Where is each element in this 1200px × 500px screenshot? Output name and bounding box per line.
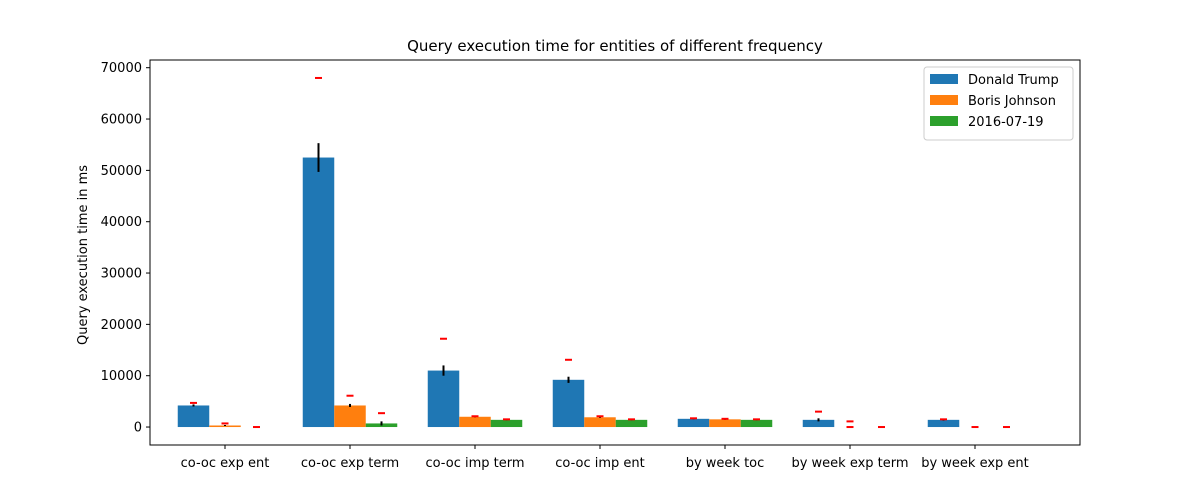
legend: Donald Trump Boris Johnson 2016-07-19 (923, 66, 1074, 141)
bar (209, 425, 241, 428)
bar (677, 418, 710, 428)
y-tick-label: 20000 (101, 318, 142, 333)
y-tick-label: 0 (134, 421, 142, 436)
x-tick-label: by week exp ent (921, 456, 1029, 471)
y-tick-label: 70000 (101, 61, 142, 76)
x-tick-label: co-oc imp term (425, 456, 524, 471)
x-tick-label: co-oc imp ent (555, 456, 645, 471)
legend-swatch (930, 116, 958, 126)
x-tick-label: co-oc exp term (301, 456, 399, 471)
y-tick-label: 10000 (101, 369, 142, 384)
bar (177, 405, 210, 428)
y-tick-label: 40000 (101, 215, 142, 230)
bar (615, 419, 648, 428)
bar (459, 416, 491, 428)
y-axis-label: Query execution time in ms (76, 165, 91, 345)
legend-label: Donald Trump (968, 73, 1059, 88)
x-tick-label: by week toc (686, 456, 765, 471)
bar (552, 379, 585, 428)
bar (709, 419, 741, 428)
bar (427, 370, 460, 428)
y-tick-label: 30000 (101, 267, 142, 282)
chart-title: Query execution time for entities of dif… (407, 37, 823, 55)
plot-frame (149, 59, 1081, 446)
legend-box (923, 66, 1074, 141)
x-tick-label: co-oc exp ent (181, 456, 270, 471)
bar (302, 157, 335, 428)
bar (490, 419, 523, 428)
y-tick-label: 50000 (101, 164, 142, 179)
bar (740, 419, 773, 428)
legend-swatch (930, 74, 958, 84)
legend-swatch (930, 95, 958, 105)
bar (802, 419, 835, 428)
x-tick-label: by week exp term (791, 456, 908, 471)
legend-label: Boris Johnson (968, 94, 1056, 109)
legend-label: 2016-07-19 (968, 115, 1044, 130)
bar (334, 405, 366, 428)
bar (584, 417, 616, 428)
bar (927, 419, 960, 428)
y-tick-label: 60000 (101, 113, 142, 128)
